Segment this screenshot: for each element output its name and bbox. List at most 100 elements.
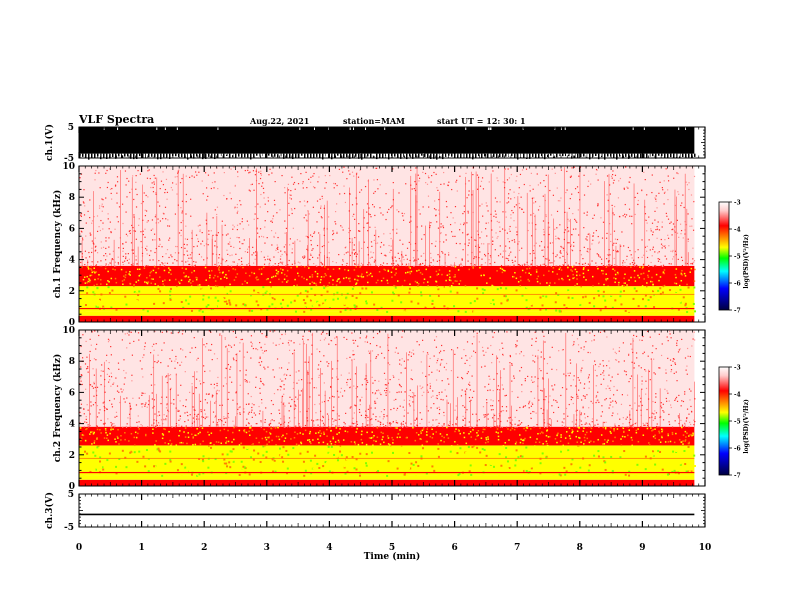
psd-speckle bbox=[622, 417, 624, 419]
psd-speckle bbox=[519, 423, 521, 425]
psd-speckle bbox=[83, 214, 86, 216]
psd-speckle bbox=[501, 405, 503, 408]
psd-speckle bbox=[658, 333, 660, 335]
psd-speckle bbox=[147, 426, 149, 428]
psd-speckle bbox=[655, 265, 657, 267]
psd-edge bbox=[552, 267, 555, 269]
psd-edge bbox=[634, 280, 637, 282]
psd-speckle bbox=[102, 246, 105, 248]
psd-speckle bbox=[199, 230, 201, 233]
psd-edge bbox=[623, 282, 625, 284]
psd-speckle bbox=[464, 417, 466, 419]
psd-speckle bbox=[281, 253, 283, 256]
psd-speckle bbox=[542, 228, 545, 231]
psd-edge bbox=[336, 280, 338, 282]
psd-blotch bbox=[571, 302, 574, 305]
psd-speckle bbox=[642, 352, 644, 355]
psd-speckle bbox=[285, 265, 287, 267]
psd-speckle bbox=[239, 370, 241, 372]
psd-speckle bbox=[241, 221, 243, 223]
psd-speckle bbox=[207, 416, 209, 418]
psd-speckle bbox=[549, 418, 551, 420]
psd-speckle bbox=[445, 395, 448, 397]
psd-speckle bbox=[189, 254, 192, 256]
ch1-waveform-gap bbox=[509, 153, 511, 155]
psd-speckle bbox=[533, 426, 536, 428]
psd-speckle bbox=[631, 215, 633, 217]
psd-speckle bbox=[299, 262, 301, 264]
psd-speckle bbox=[179, 364, 181, 366]
psd-speckle bbox=[492, 336, 494, 338]
psd-speckle bbox=[336, 376, 338, 378]
psd-speckle bbox=[430, 426, 432, 428]
psd-speckle bbox=[174, 426, 177, 428]
psd-speckle bbox=[203, 259, 205, 261]
psd-edge bbox=[287, 279, 289, 282]
psd-speckle bbox=[110, 354, 112, 356]
psd-speckle bbox=[586, 394, 588, 396]
psd-speckle bbox=[94, 179, 96, 181]
psd-speckle bbox=[509, 225, 511, 228]
psd-speckle bbox=[690, 423, 692, 426]
psd-speckle bbox=[648, 239, 650, 241]
psd-speckle bbox=[364, 378, 366, 380]
psd-speckle bbox=[107, 213, 109, 215]
psd-edge bbox=[136, 268, 139, 271]
psd-speckle bbox=[671, 234, 673, 236]
psd-speckle bbox=[346, 178, 348, 180]
psd-blotch bbox=[596, 297, 599, 300]
psd-speckle bbox=[483, 243, 485, 245]
psd-speckle bbox=[667, 237, 670, 239]
psd-edge bbox=[241, 283, 244, 285]
ch1-waveform-spike bbox=[250, 153, 252, 160]
psd-speckle bbox=[288, 214, 290, 216]
psd-speckle bbox=[634, 387, 636, 389]
psd-blotch bbox=[578, 302, 581, 305]
psd-speckle bbox=[144, 404, 146, 406]
psd-blotch bbox=[657, 289, 660, 292]
psd-speckle bbox=[551, 262, 553, 264]
psd-speckle bbox=[645, 393, 647, 395]
psd-speckle bbox=[427, 391, 429, 393]
psd-speckle bbox=[438, 393, 440, 396]
psd-blotch bbox=[669, 289, 672, 292]
psd-speckle bbox=[447, 184, 449, 186]
psd-speckle bbox=[559, 257, 561, 259]
psd-blotch bbox=[355, 296, 358, 299]
psd-speckle bbox=[144, 342, 146, 344]
psd-blotch bbox=[418, 288, 421, 291]
psd-speckle bbox=[336, 184, 338, 187]
psd-speckle bbox=[607, 385, 609, 387]
psd-speckle bbox=[691, 218, 693, 220]
psd-speckle bbox=[271, 220, 273, 222]
psd-speckle bbox=[323, 229, 325, 231]
ch1-waveform-spike bbox=[661, 153, 663, 157]
ch1-waveform-spike bbox=[286, 153, 288, 158]
psd-speckle bbox=[271, 419, 273, 421]
psd-speckle bbox=[544, 399, 546, 401]
psd-edge bbox=[651, 276, 653, 279]
psd-speckle bbox=[467, 210, 469, 212]
psd-speckle bbox=[319, 351, 321, 353]
psd-speckle bbox=[518, 420, 520, 422]
psd-speckle bbox=[279, 425, 282, 427]
ch1-waveform-spike bbox=[613, 153, 615, 158]
psd-speckle bbox=[150, 250, 152, 252]
psd-speckle bbox=[236, 236, 238, 239]
psd-speckle bbox=[663, 180, 665, 182]
psd-speckle bbox=[656, 228, 659, 230]
psd-speckle bbox=[390, 426, 392, 428]
psd-speckle bbox=[456, 418, 458, 420]
psd-speckle bbox=[583, 227, 585, 229]
psd-speckle bbox=[264, 259, 266, 261]
psd-speckle bbox=[222, 385, 225, 387]
psd-speckle bbox=[294, 207, 296, 210]
psd-speckle bbox=[386, 415, 388, 417]
psd-blotch bbox=[422, 303, 425, 306]
psd-speckle bbox=[668, 413, 670, 416]
psd-speckle bbox=[354, 339, 357, 342]
psd-speckle bbox=[551, 168, 553, 170]
psd-streak bbox=[563, 166, 565, 266]
psd-speckle bbox=[568, 242, 570, 244]
psd-speckle bbox=[636, 192, 639, 194]
